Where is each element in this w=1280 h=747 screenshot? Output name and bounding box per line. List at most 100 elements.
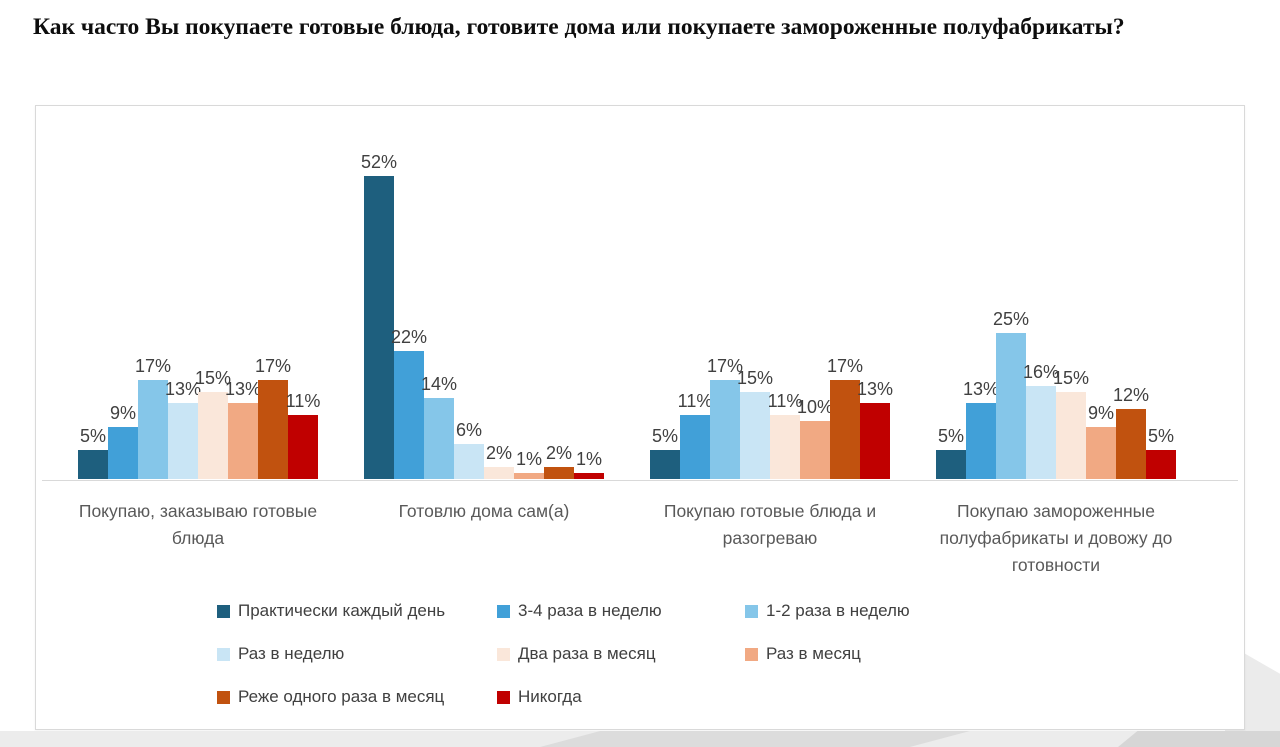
bar-1-8 xyxy=(288,415,318,479)
legend-swatch-icon xyxy=(497,647,510,661)
bar-value-label: 52% xyxy=(360,152,398,172)
legend-swatch-icon xyxy=(217,647,230,661)
legend-label: Раз в неделю xyxy=(238,644,345,663)
bar-slot: 25% xyxy=(993,309,1029,479)
bar-4-4 xyxy=(1026,386,1056,479)
bar-value-label: 2% xyxy=(485,443,513,463)
bar-value-label: 5% xyxy=(79,426,107,446)
bar-value-label: 12% xyxy=(1112,385,1150,405)
bar-value-label: 5% xyxy=(651,426,679,446)
legend-label: Реже одного раза в месяц xyxy=(238,687,445,706)
bar-slot: 11% xyxy=(678,391,712,479)
bar-1-5 xyxy=(198,392,228,479)
bar-3-3 xyxy=(710,380,740,479)
bar-4-1 xyxy=(936,450,966,479)
bar-slot: 1% xyxy=(574,449,604,479)
bar-slot: 1% xyxy=(514,449,544,479)
bar-slot: 13% xyxy=(165,379,201,479)
bar-slot: 13% xyxy=(857,379,893,479)
bar-3-4 xyxy=(740,392,770,479)
bar-slot: 14% xyxy=(421,374,457,479)
legend-swatch-icon xyxy=(497,604,510,618)
bar-value-label: 22% xyxy=(390,327,428,347)
bar-slot: 9% xyxy=(108,403,138,479)
legend-label: Никогда xyxy=(518,687,582,706)
bar-slot: 2% xyxy=(484,443,514,479)
category-label-2: Готовлю дома сам(а) xyxy=(398,501,570,521)
legend: Практически каждый день 3-4 раза в неделю… xyxy=(217,601,910,707)
bar-3-2 xyxy=(680,415,710,479)
bar-1-3 xyxy=(138,380,168,479)
bar-4-3 xyxy=(996,333,1026,479)
legend-item-2: 3-4 раза в неделю xyxy=(497,601,745,621)
bar-1-6 xyxy=(228,403,258,479)
bar-slot: 22% xyxy=(391,327,427,479)
chart-panel: 5% 9% 17% 13% 15% 13% 17% 11% 52% 22% 14% 6% 2% 1% 2% 1… xyxy=(35,105,1245,730)
bar-value-label: 14% xyxy=(420,374,458,394)
bar-value-label: 5% xyxy=(937,426,965,446)
bar-slot: 17% xyxy=(255,356,291,479)
legend-item-3: 1-2 раза в неделю xyxy=(745,601,910,621)
bar-3-1 xyxy=(650,450,680,479)
legend-item-8: Никогда xyxy=(497,687,745,707)
bar-slot: 16% xyxy=(1023,362,1059,479)
footer-decor-shape xyxy=(540,731,970,747)
bar-value-label: 6% xyxy=(455,420,483,440)
bar-slot: 17% xyxy=(827,356,863,479)
bar-value-label: 13% xyxy=(962,379,1000,399)
bar-4-8 xyxy=(1146,450,1176,479)
bar-slot: 15% xyxy=(1053,368,1089,479)
bar-value-label: 11% xyxy=(677,391,713,411)
footer-decor-band xyxy=(0,731,1280,747)
legend-item-4: Раз в неделю xyxy=(217,644,497,664)
legend-label: Практически каждый день xyxy=(238,601,446,620)
bar-2-6 xyxy=(514,473,544,479)
legend-swatch-icon xyxy=(745,647,758,661)
footer-decor-shape xyxy=(1118,731,1280,747)
bar-value-label: 1% xyxy=(575,449,603,469)
bar-slot: 5% xyxy=(78,426,108,479)
legend-label: 3-4 раза в неделю xyxy=(518,601,662,620)
bar-1-1 xyxy=(78,450,108,479)
legend-label: Два раза в месяц xyxy=(518,644,656,663)
bar-slot: 52% xyxy=(361,152,397,479)
bar-value-label: 15% xyxy=(1052,368,1090,388)
bar-1-2 xyxy=(108,427,138,479)
bar-slot: 6% xyxy=(454,420,484,479)
bar-slot: 12% xyxy=(1113,385,1149,479)
bar-slot: 5% xyxy=(936,426,966,479)
legend-swatch-icon xyxy=(217,690,230,704)
legend-swatch-icon xyxy=(497,690,510,704)
bar-value-label: 17% xyxy=(254,356,292,376)
x-axis-line xyxy=(42,480,1238,481)
bar-1-4 xyxy=(168,403,198,479)
bar-value-label: 17% xyxy=(134,356,172,376)
chart-question-title: Как часто Вы покупаете готовые блюда, го… xyxy=(33,14,1125,40)
bar-slot: 9% xyxy=(1086,403,1116,479)
bar-3-7 xyxy=(830,380,860,479)
legend-item-6: Раз в месяц xyxy=(745,644,910,664)
bar-2-7 xyxy=(544,467,574,479)
bar-value-label: 11% xyxy=(285,391,321,411)
bar-slot: 15% xyxy=(195,368,231,479)
bar-slot: 13% xyxy=(225,379,261,479)
legend-label: Раз в месяц xyxy=(766,644,861,663)
bar-3-5 xyxy=(770,415,800,479)
bar-value-label: 13% xyxy=(856,379,894,399)
bar-2-3 xyxy=(424,398,454,479)
bar-2-8 xyxy=(574,473,604,479)
bar-value-label: 9% xyxy=(109,403,137,423)
bar-value-label: 15% xyxy=(194,368,232,388)
bar-4-7 xyxy=(1116,409,1146,479)
bar-value-label: 5% xyxy=(1147,426,1175,446)
bar-value-label: 13% xyxy=(224,379,262,399)
bar-slot: 13% xyxy=(963,379,999,479)
bar-1-7 xyxy=(258,380,288,479)
bar-value-label: 17% xyxy=(706,356,744,376)
bar-4-2 xyxy=(966,403,996,479)
legend-label: 1-2 раза в неделю xyxy=(766,601,910,620)
bar-3-6 xyxy=(800,421,830,479)
bar-value-label: 25% xyxy=(992,309,1030,329)
bar-slot: 11% xyxy=(286,391,320,479)
bar-slot: 5% xyxy=(650,426,680,479)
